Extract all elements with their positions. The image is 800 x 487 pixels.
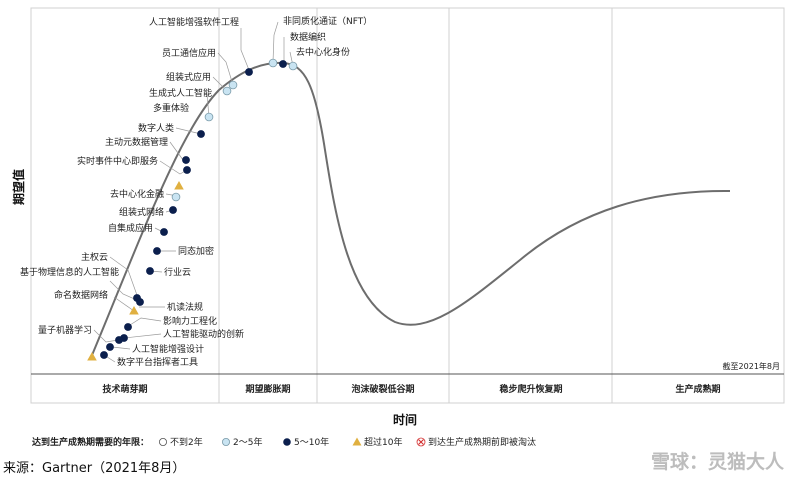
phase-label-1: 期望膨胀期: [245, 383, 290, 395]
technology-marker: [182, 156, 190, 164]
legend-marker-5-10: [283, 438, 291, 446]
watermark: 雪球：灵猫大人: [651, 450, 785, 473]
technology-marker: [288, 61, 298, 71]
source-note: 来源：Gartner（2021年8月）: [3, 461, 185, 476]
technology-marker: [160, 228, 168, 236]
legend-label-lt2: 不到2年: [170, 436, 203, 448]
tech-label: 数字平台指挥者工具: [117, 356, 198, 368]
technology-marker: [228, 80, 238, 90]
legend-label-2-5: 2～5年: [233, 436, 262, 448]
tech-label: 生成式人工智能: [149, 87, 212, 99]
technology-marker: [100, 351, 108, 359]
tech-label: 行业云: [164, 266, 191, 278]
tech-label: 自集成应用: [108, 222, 153, 234]
technology-marker: [129, 306, 139, 315]
technology-marker: [183, 166, 191, 174]
phase-label-0: 技术萌芽期: [102, 383, 147, 395]
phase-label-3: 稳步爬升恢复期: [499, 383, 562, 395]
tech-label: 主权云: [81, 251, 108, 263]
tech-label: 量子机器学习: [38, 324, 92, 336]
technology-marker: [115, 336, 123, 344]
chart-frame: [30, 7, 785, 404]
technology-marker: [268, 58, 278, 68]
legend-marker-obsolete-cross: [418, 439, 424, 445]
tech-label: 组装式应用: [166, 71, 211, 83]
technology-marker: [124, 323, 132, 331]
legend-title: 达到生产成熟期需要的年限：: [32, 436, 149, 448]
phase-label-4: 生产成熟期: [675, 383, 720, 395]
x-axis-label: 时间: [393, 412, 417, 427]
tech-label: 基于物理信息的人工智能: [20, 266, 119, 278]
legend-marker-2-5: [221, 437, 230, 446]
technology-marker: [136, 298, 144, 306]
tech-label: 实时事件中心即服务: [77, 155, 158, 167]
tech-label: 命名数据网络: [54, 289, 108, 301]
tech-label: 同态加密: [178, 245, 214, 257]
technology-marker: [279, 60, 287, 68]
technology-labels: 人工智能增强软件工程 非同质化通证（NFT） 数据编织 去中心化身份 员工通信应…: [20, 15, 372, 368]
technology-marker: [222, 86, 232, 96]
legend-marker-10plus: [352, 437, 362, 446]
technology-marker: [174, 181, 184, 190]
legend: 达到生产成熟期需要的年限： 不到2年 2～5年 5～10年 超过10年 到达生产…: [32, 436, 536, 448]
technology-marker: [245, 68, 253, 76]
tech-label: 去中心化身份: [296, 46, 350, 58]
technology-markers: [87, 58, 298, 361]
technology-marker: [87, 352, 97, 361]
tech-label: 影响力工程化: [163, 315, 217, 327]
leader-lines: [93, 21, 294, 363]
hype-curve: [89, 61, 731, 361]
y-axis-label: 期望值: [11, 169, 26, 205]
legend-marker-lt2: [158, 437, 167, 446]
tech-label: 人工智能增强设计: [132, 343, 204, 355]
legend-label-obsolete: 到达生产成熟期前即被淘汰: [428, 436, 536, 448]
tech-label: 主动元数据管理: [105, 136, 168, 148]
technology-marker: [171, 192, 181, 202]
phase-label-2: 泡沫破裂低谷期: [351, 383, 414, 395]
tech-label: 员工通信应用: [162, 47, 216, 59]
tech-label: 数字人类: [138, 122, 174, 134]
tech-label: 去中心化金融: [110, 188, 164, 200]
as-of-note: 截至2021年8月: [723, 361, 780, 371]
technology-marker: [153, 247, 161, 255]
tech-label: 人工智能驱动的创新: [163, 328, 244, 340]
technology-marker: [146, 267, 154, 275]
tech-label: 多重体验: [153, 102, 189, 114]
technology-marker: [197, 130, 205, 138]
technology-marker: [169, 206, 177, 214]
tech-label: 机读法规: [167, 301, 203, 313]
tech-label: 非同质化通证（NFT）: [283, 15, 372, 27]
tech-label: 组装式网络: [119, 206, 164, 218]
legend-label-5-10: 5～10年: [294, 436, 329, 448]
tech-label: 人工智能增强软件工程: [149, 16, 239, 28]
tech-label: 数据编织: [290, 31, 326, 43]
legend-label-10plus: 超过10年: [364, 436, 402, 448]
technology-marker: [106, 343, 114, 351]
technology-marker: [204, 112, 214, 122]
